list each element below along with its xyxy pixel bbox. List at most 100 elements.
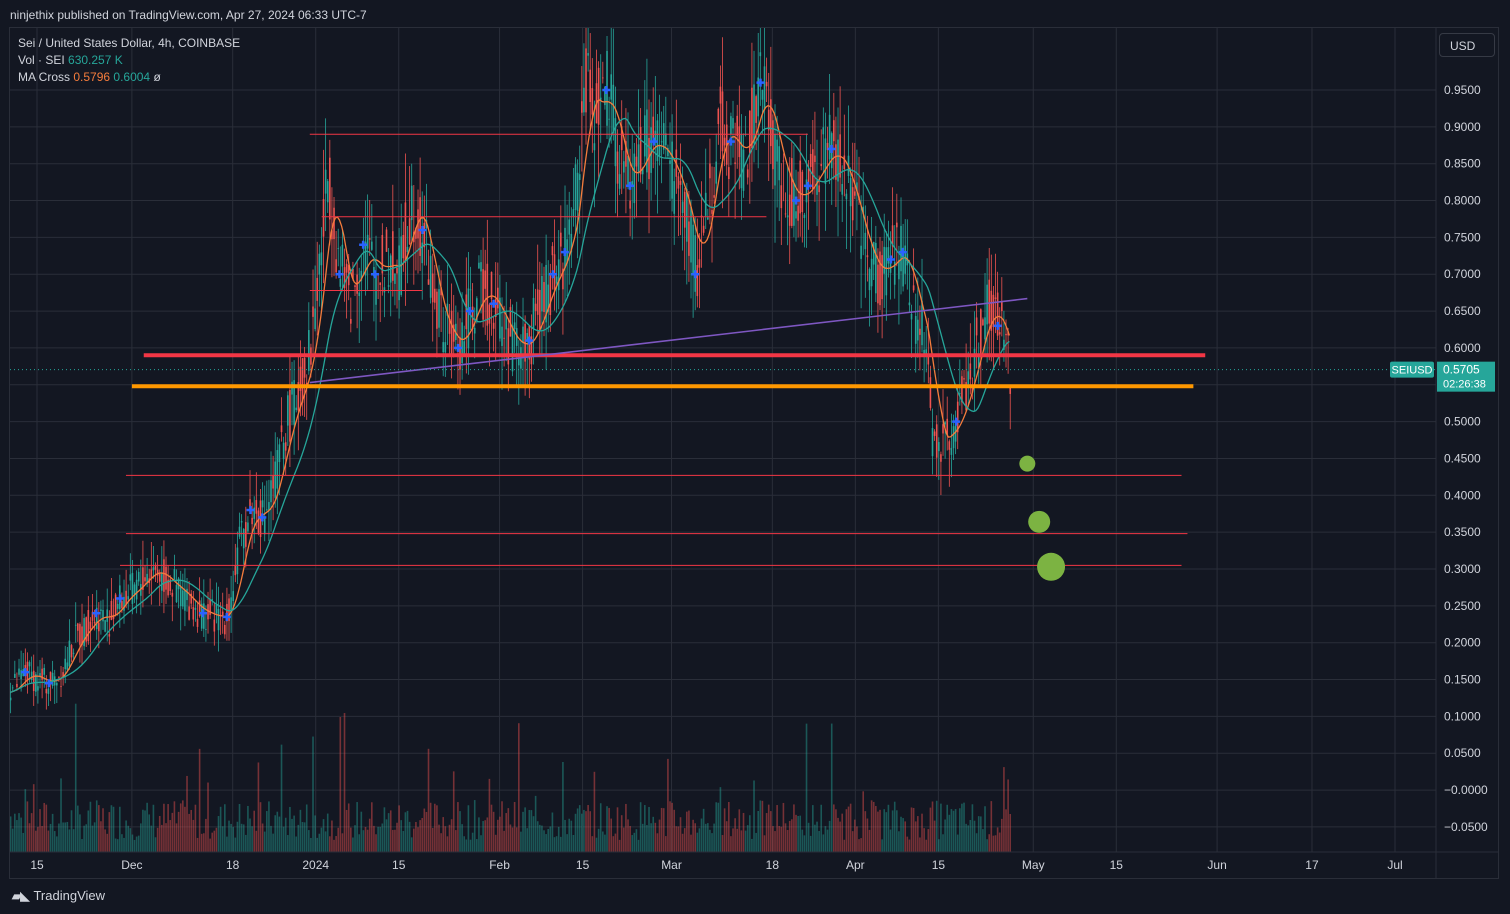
- candle-body: [177, 578, 180, 590]
- candle-body: [665, 133, 667, 146]
- candle-body: [515, 328, 518, 346]
- volume-bar: [182, 800, 184, 852]
- volume-bar: [553, 837, 556, 852]
- legend-symbol[interactable]: Sei / United States Dollar, 4h, COINBASE: [18, 36, 241, 50]
- volume-bar: [6, 822, 8, 852]
- volume-bar: [371, 802, 373, 852]
- volume-bar: [425, 811, 428, 852]
- candle-body: [553, 254, 556, 290]
- candle-body: [442, 342, 445, 353]
- volume-bar: [839, 821, 841, 852]
- volume-bar: [534, 795, 537, 852]
- candle-body: [877, 264, 879, 304]
- volume-bar: [998, 832, 1001, 852]
- x-tick-label: Feb: [489, 858, 510, 872]
- candle-body: [364, 241, 367, 276]
- candle-body: [669, 160, 671, 164]
- volume-bar: [992, 835, 995, 852]
- tradingview-brand[interactable]: ▰◣ TradingView: [12, 888, 105, 903]
- ma-cross-marker: [756, 78, 765, 87]
- candle-body: [192, 607, 195, 620]
- candle-body: [604, 87, 606, 106]
- volume-bar: [641, 823, 644, 852]
- volume-bar: [795, 814, 797, 852]
- y-tick-label: 0.8000: [1444, 194, 1481, 208]
- volume-bar: [570, 820, 573, 852]
- candle-body: [329, 157, 331, 220]
- candle-body: [133, 584, 136, 595]
- volume-bar: [982, 829, 984, 852]
- currency-button[interactable]: USD: [1439, 33, 1495, 57]
- candle-body: [152, 567, 155, 571]
- ma-cross-marker: [0, 692, 5, 700]
- volume-bar: [665, 836, 667, 852]
- candle-body: [545, 264, 547, 323]
- symbol-tag-label: SEIUSD: [1392, 365, 1433, 377]
- volume-bar: [461, 824, 463, 852]
- volume-bar: [946, 804, 949, 852]
- volume-bar: [64, 822, 67, 852]
- candle-body: [822, 127, 825, 135]
- volume-bar: [169, 820, 172, 852]
- y-tick-label: 0.4500: [1444, 451, 1481, 465]
- legend-volume[interactable]: Vol · SEI 630.257 K: [18, 53, 123, 67]
- volume-bar: [377, 826, 379, 852]
- y-tick-label: 0.6500: [1444, 304, 1481, 318]
- ma-cross-marker: [886, 255, 895, 264]
- volume-bar: [381, 823, 384, 852]
- candle-body: [518, 357, 520, 366]
- candle-body: [272, 476, 274, 489]
- volume-bar: [809, 835, 812, 852]
- volume-bar: [74, 703, 77, 852]
- volume-bar: [303, 822, 306, 852]
- volume-bar: [406, 810, 409, 852]
- candle-body: [759, 52, 762, 57]
- volume-bar: [954, 809, 957, 852]
- ma-cross-marker: [116, 594, 125, 603]
- volume-bar: [965, 823, 967, 852]
- volume-bar: [362, 830, 365, 852]
- candle-body: [238, 526, 241, 537]
- volume-bar: [639, 802, 642, 852]
- volume-bar: [866, 818, 869, 852]
- volume-bar: [261, 823, 264, 852]
- candle-body: [392, 231, 394, 281]
- volume-bar: [977, 816, 980, 852]
- candle-body: [597, 67, 600, 125]
- volume-bar: [870, 800, 873, 852]
- candle-body: [522, 326, 524, 344]
- volume-bar: [692, 819, 694, 852]
- candle-body: [788, 194, 791, 226]
- volume-bar: [51, 813, 54, 852]
- volume-bar: [133, 839, 136, 852]
- volume-bar: [259, 802, 262, 852]
- candle-body: [938, 442, 940, 452]
- volume-bar: [442, 817, 445, 852]
- candle-body: [826, 142, 829, 151]
- candle-body: [255, 500, 258, 514]
- volume-bar: [669, 801, 671, 852]
- volume-bar: [79, 814, 81, 852]
- candle-body: [709, 163, 711, 179]
- volume-bar: [744, 830, 747, 852]
- candle-body: [851, 187, 854, 221]
- candle-body: [431, 273, 434, 303]
- candle-body: [404, 202, 407, 263]
- y-tick-label: 0.3000: [1444, 562, 1481, 576]
- candle-body: [910, 313, 913, 320]
- y-tick-label: 0.3500: [1444, 525, 1481, 539]
- candle-body: [751, 87, 753, 149]
- candle-body: [683, 191, 686, 228]
- volume-bar: [761, 800, 764, 852]
- candle-body: [280, 425, 283, 433]
- volume-bar: [883, 809, 886, 852]
- legend-ma-cross[interactable]: MA Cross 0.5796 0.6004 ø: [18, 70, 161, 84]
- candle-body: [562, 268, 564, 290]
- candle-body: [812, 149, 814, 190]
- volume-bar: [505, 813, 508, 852]
- volume-bar: [763, 835, 766, 852]
- candle-body: [736, 115, 739, 137]
- candle-body: [908, 302, 911, 306]
- candle-body: [816, 180, 818, 195]
